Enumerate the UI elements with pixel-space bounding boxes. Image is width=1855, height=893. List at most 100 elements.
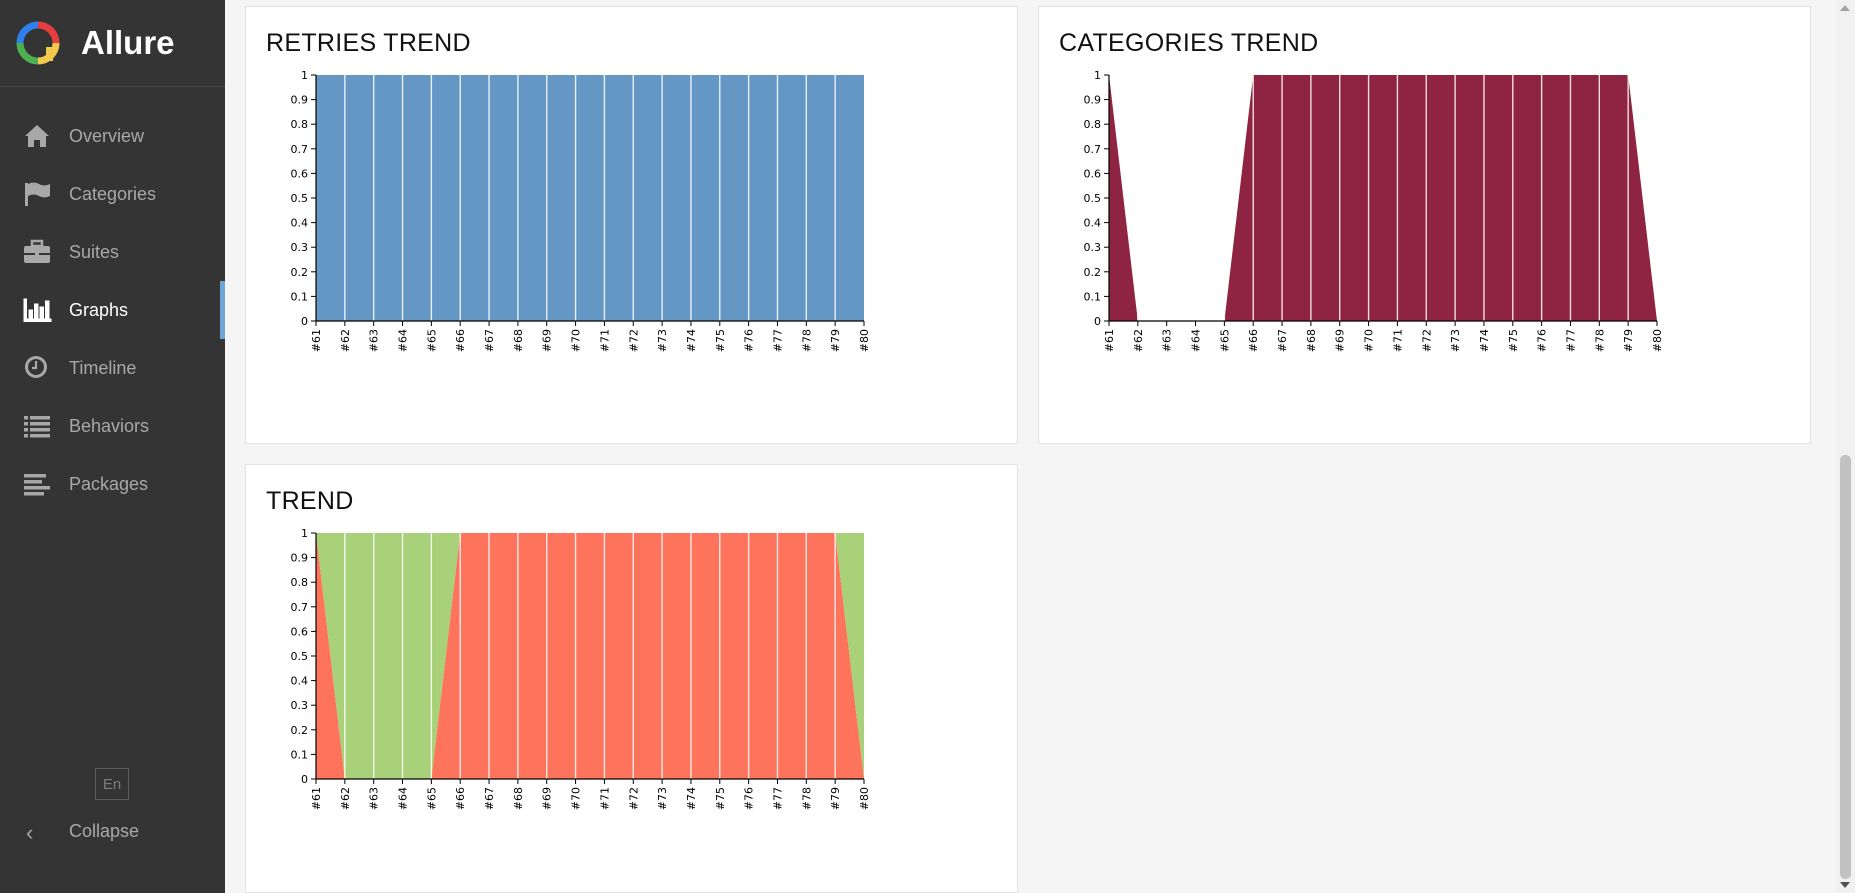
y-tick-label: 0.9 [291,94,309,107]
language-switch[interactable]: En [95,768,129,800]
y-tick-label: 0.4 [291,675,309,688]
y-tick-label: 0.3 [291,241,309,254]
x-tick-label: #64 [1190,329,1203,352]
allure-logo-icon [16,21,60,65]
sidebar-item-label: Timeline [69,357,137,378]
sidebar-item-suites[interactable]: Suites [0,223,225,281]
y-tick-label: 0.2 [291,724,309,737]
y-tick-label: 0.7 [291,143,309,156]
y-tick-label: 0.9 [291,552,309,565]
x-tick-label: #68 [512,787,525,810]
sidebar-item-categories[interactable]: Categories [0,165,225,223]
sidebar-item-label: Behaviors [69,415,150,436]
trend-chart: 0 0.1 0.2 0.3 0.4 0.5 0.6 0.7 0.8 0.9 1 #61 #62 #63 #6… [291,527,872,810]
x-tick-label: #65 [425,329,438,352]
x-tick-label: #71 [1391,329,1404,352]
widget-title: RETRIES TREND [266,29,471,57]
x-tick-label: #76 [1536,329,1549,352]
widget-title: TREND [266,487,354,515]
y-tick-label: 0.3 [291,699,309,712]
flag-icon [22,180,52,208]
bar-chart-icon [22,296,52,324]
y-tick-label: 0.3 [1084,241,1102,254]
x-tick-label: #72 [627,787,640,810]
series-area-0 [1109,75,1657,321]
sidebar-item-graphs[interactable]: Graphs [0,281,225,339]
x-tick-label: #73 [1449,329,1462,352]
sidebar-nav: Overview Categories Suites Graphs Tim [0,107,225,513]
x-tick-label: #75 [714,329,727,352]
x-tick-label: #65 [1218,329,1231,352]
y-tick-label: 1 [301,527,308,540]
x-tick-label: #76 [743,787,756,810]
y-tick-label: 0.4 [1084,217,1102,230]
briefcase-icon [22,238,52,266]
sidebar-item-overview[interactable]: Overview [0,107,225,165]
y-tick-label: 0.2 [1084,266,1102,279]
x-tick-label: #73 [656,787,669,810]
y-tick-label: 0.2 [291,266,309,279]
sidebar-item-label: Categories [69,183,157,204]
x-tick-label: #73 [656,329,669,352]
x-tick-label: #70 [570,787,583,810]
y-tick-label: 0.1 [291,290,309,303]
y-tick-label: 0 [1094,315,1101,328]
x-tick-label: #63 [368,329,381,352]
x-tick-label: #71 [598,329,611,352]
sidebar-item-packages[interactable]: Packages [0,455,225,513]
series-area-0 [316,533,864,779]
collapse-button[interactable]: ‹ Collapse [0,806,225,856]
x-tick-label: #70 [1363,329,1376,352]
sidebar-item-label: Packages [69,473,149,494]
y-tick-label: 0.5 [1084,192,1102,205]
x-tick-label: #78 [800,787,813,810]
x-tick-label: #74 [1478,329,1491,352]
x-tick-label: #64 [397,329,410,352]
scrollbar-thumb[interactable] [1840,455,1851,879]
x-tick-label: #80 [1651,329,1664,352]
x-tick-label: #72 [1420,329,1433,352]
app-name: Allure [81,24,175,61]
chevron-left-icon: ‹ [26,820,34,845]
y-tick-label: 1 [1094,69,1101,82]
retries-trend-chart: 0 0.1 0.2 0.3 0.4 0.5 0.6 0.7 0.8 0.9 1 #61 #62 #63 #6… [291,69,872,352]
collapse-label: Collapse [69,821,140,841]
y-tick-label: 0.1 [291,748,309,761]
x-tick-label: #62 [339,787,352,810]
x-tick-label: #69 [1334,329,1347,352]
y-tick-label: 0.9 [1084,94,1102,107]
x-tick-label: #79 [1622,329,1635,352]
x-tick-label: #64 [397,787,410,810]
x-tick-label: #68 [512,329,525,352]
y-tick-label: 0.5 [291,192,309,205]
x-tick-label: #68 [1305,329,1318,352]
align-left-icon [22,470,52,498]
x-tick-label: #67 [483,329,496,352]
x-tick-label: #65 [425,787,438,810]
series-area-0 [316,75,864,321]
retries-trend-widget: RETRIES TREND 0 0.1 0.2 0.3 0.4 0.5 0.6 0.7 0.8 0… [245,6,1018,444]
x-tick-label: #61 [310,329,323,352]
x-tick-label: #61 [1103,329,1116,352]
x-tick-label: #63 [368,787,381,810]
categories-trend-widget: CATEGORIES TREND 0 0.1 0.2 0.3 0.4 0.5 0.6 0.7 0… [1038,6,1811,444]
vertical-scrollbar[interactable] [1836,0,1855,893]
sidebar-item-label: Graphs [69,299,129,320]
y-tick-label: 0.4 [291,217,309,230]
x-tick-label: #79 [829,329,842,352]
x-tick-label: #78 [1593,329,1606,352]
sidebar-item-behaviors[interactable]: Behaviors [0,397,225,455]
x-tick-label: #69 [541,787,554,810]
brand[interactable]: Allure [0,0,225,87]
scroll-down-arrow-icon[interactable] [1840,882,1850,888]
y-tick-label: 0.8 [291,576,309,589]
sidebar-item-timeline[interactable]: Timeline [0,339,225,397]
x-tick-label: #77 [1564,329,1577,352]
x-tick-label: #74 [685,329,698,352]
x-tick-label: #67 [1276,329,1289,352]
x-tick-label: #80 [858,329,871,352]
scroll-up-arrow-icon[interactable] [1840,5,1850,11]
x-tick-label: #76 [743,329,756,352]
x-tick-label: #80 [858,787,871,810]
x-tick-label: #72 [627,329,640,352]
